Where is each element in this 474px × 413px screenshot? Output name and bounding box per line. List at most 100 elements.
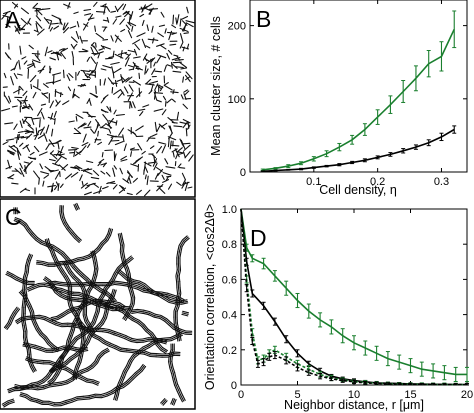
cell-mark	[93, 379, 100, 383]
cell-mark	[144, 65, 147, 75]
cell-mark	[89, 279, 93, 287]
panel-b-ytick-label: 200	[228, 21, 246, 33]
cell-mark	[122, 244, 125, 252]
cell-mark	[62, 352, 68, 360]
cell-mark	[102, 39, 109, 41]
cell-mark	[152, 38, 159, 41]
cell-mark	[30, 305, 35, 312]
cell-mark	[127, 286, 131, 293]
cell-mark	[139, 280, 146, 285]
cell-mark	[25, 357, 33, 362]
cell-mark	[50, 315, 58, 319]
cell-mark	[48, 365, 55, 372]
cell-mark	[157, 54, 167, 59]
panel-d-series-3-errorbar	[306, 369, 311, 376]
cell-mark	[185, 127, 188, 137]
cell-mark	[43, 17, 50, 24]
cell-mark	[175, 154, 178, 160]
cell-mark	[182, 235, 188, 241]
panel-b-series-0-errorbar	[286, 164, 291, 169]
cell-mark	[129, 273, 132, 281]
cell-mark	[180, 240, 185, 247]
cell-mark	[86, 182, 96, 187]
cell-mark	[172, 372, 176, 380]
cell-mark	[105, 123, 113, 129]
cell-mark	[67, 281, 71, 288]
cell-mark	[68, 298, 72, 306]
cell-mark	[117, 233, 121, 241]
cell-mark	[112, 273, 116, 281]
cell-mark	[78, 355, 82, 363]
cell-mark	[81, 284, 85, 292]
cell-mark	[27, 62, 35, 66]
cell-mark	[59, 91, 62, 98]
cell-mark	[31, 52, 41, 55]
cell-mark	[100, 5, 108, 8]
panel-d-series-3-errorbar	[244, 284, 249, 293]
cell-mark	[132, 350, 139, 356]
cell-mark	[158, 24, 166, 27]
cell-mark	[55, 260, 60, 267]
cell-mark	[25, 301, 29, 308]
panel-d-series-0-errorbar	[385, 351, 390, 367]
cell-mark	[169, 355, 172, 363]
panel-d-series-3-errorbar	[419, 382, 424, 386]
cell-mark	[135, 189, 142, 195]
cell-mark	[99, 244, 104, 251]
cell-mark	[92, 256, 95, 264]
cell-mark	[169, 298, 177, 302]
cell-mark	[166, 294, 174, 298]
panel-b-series-1-errorbar	[426, 139, 431, 147]
cell-mark	[120, 155, 127, 161]
cell-mark	[22, 90, 28, 97]
cell-mark	[27, 360, 31, 368]
cell-mark	[3, 72, 7, 79]
cell-mark	[75, 115, 78, 122]
cell-mark	[106, 306, 114, 310]
cell-mark	[132, 348, 140, 351]
cell-mark	[186, 6, 189, 14]
cell-mark	[185, 22, 194, 28]
cell-mark	[95, 286, 102, 292]
cell-mark	[66, 293, 74, 296]
cell-mark	[107, 234, 112, 242]
cell-mark	[56, 250, 62, 256]
cell-mark	[142, 312, 150, 316]
cell-mark	[104, 340, 112, 344]
cell-mark	[13, 220, 21, 224]
cell-mark	[118, 264, 124, 270]
panel-d-series-3-line	[240, 208, 467, 386]
cell-mark	[141, 325, 147, 332]
cell-mark	[61, 352, 66, 359]
cell-mark	[50, 317, 58, 320]
cell-mark	[176, 251, 179, 259]
cell-mark	[113, 300, 121, 304]
panel-d-series-3-errorbar	[261, 358, 266, 367]
cell-mark	[96, 285, 103, 290]
cell-mark	[32, 91, 37, 99]
panel-d-series-3-errorbar	[329, 376, 334, 382]
cell-mark	[171, 98, 176, 103]
cell-mark	[23, 105, 30, 110]
cell-mark	[97, 350, 103, 357]
panel-b-series-1-errorbar	[439, 132, 444, 142]
cell-mark	[45, 124, 50, 134]
cell-mark	[178, 239, 183, 246]
cell-mark	[178, 296, 185, 301]
cell-mark	[181, 394, 186, 401]
cell-mark	[83, 297, 91, 300]
cell-mark	[181, 313, 189, 317]
cell-mark	[166, 64, 172, 67]
cell-mark	[74, 333, 81, 338]
cell-mark	[59, 264, 65, 272]
cell-mark	[62, 223, 68, 230]
panel-d-ylabel: Orientation correlation, <cos2Δθ>	[203, 204, 217, 390]
cell-mark	[71, 356, 78, 361]
cell-mark	[55, 286, 63, 290]
cell-mark	[77, 398, 85, 401]
cell-mark	[146, 175, 149, 186]
cell-mark	[24, 396, 31, 402]
cell-mark	[118, 51, 128, 56]
